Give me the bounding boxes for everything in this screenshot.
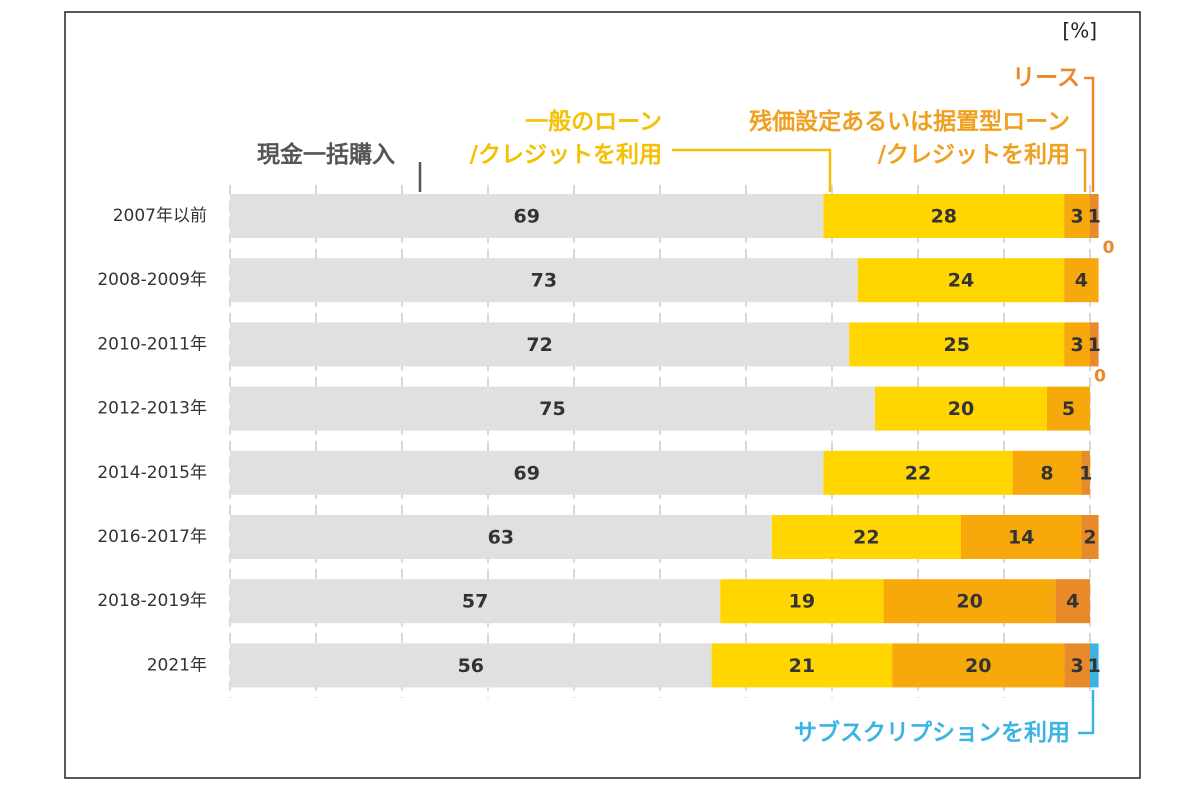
y-tick-label: 2008-2009年 — [97, 270, 207, 290]
bar-segment — [823, 194, 1065, 238]
legend-line: 一般のローン — [525, 108, 662, 135]
bar-segment — [849, 322, 1065, 367]
bar-segment — [1064, 258, 1099, 303]
legend-label: サブスクリプションを利用 — [794, 719, 1070, 746]
value-label: 1 — [1088, 206, 1101, 228]
legend-connector — [1078, 690, 1095, 735]
y-tick-label: 2010-2011年 — [97, 334, 207, 354]
value-label: 20 — [965, 655, 991, 677]
bar-segment — [771, 515, 961, 559]
value-label: 8 — [1040, 462, 1053, 484]
value-label: 25 — [943, 334, 969, 356]
value-label: 1 — [1088, 655, 1101, 677]
value-label: 22 — [905, 462, 931, 484]
legend-connector — [1084, 76, 1095, 192]
legend-label: リース — [1012, 65, 1080, 91]
legend-line: サブスクリプションを利用 — [794, 719, 1070, 746]
legend-label: 残価設定あるいは据置型ローン/クレジットを利用 — [749, 108, 1070, 168]
value-label: 63 — [488, 527, 514, 549]
value-label: 21 — [789, 655, 815, 677]
value-label: 4 — [1066, 591, 1079, 613]
bar-segment — [230, 643, 712, 688]
legend-label: 一般のローン/クレジットを利用 — [470, 108, 662, 168]
bar-segment — [230, 386, 875, 431]
legend-connector — [1076, 148, 1087, 192]
value-label: 3 — [1070, 206, 1083, 228]
legend-line: /クレジットを利用 — [878, 142, 1070, 168]
value-label: 14 — [1008, 527, 1034, 549]
bar-segment — [230, 515, 772, 559]
bar-segment — [1090, 322, 1099, 367]
bar-segment — [1090, 643, 1099, 688]
value-label: 28 — [931, 206, 957, 228]
bar-segment — [230, 258, 858, 303]
value-label: 69 — [513, 206, 539, 228]
value-label: 20 — [948, 398, 974, 420]
value-label: 57 — [462, 591, 488, 613]
bar-segment — [1064, 643, 1090, 688]
value-label: 0 — [1094, 367, 1106, 387]
bar-segment — [711, 643, 893, 688]
legend-label: 現金一括購入 — [257, 141, 395, 168]
y-tick-label: 2021年 — [147, 655, 207, 675]
bar-segment — [1090, 194, 1099, 238]
bar-segment — [230, 579, 721, 624]
value-label: 72 — [526, 334, 552, 356]
value-label: 19 — [789, 591, 815, 613]
value-label: 4 — [1075, 270, 1088, 292]
y-tick-label: 2007年以前 — [113, 206, 207, 226]
bar-segment — [1055, 579, 1090, 624]
bar-segment — [1012, 450, 1082, 495]
value-label: 2 — [1083, 527, 1096, 549]
value-label: 1 — [1079, 462, 1092, 484]
legend-line: /クレジットを利用 — [470, 142, 662, 168]
y-tick-label: 2018-2019年 — [97, 591, 207, 611]
value-label: 5 — [1062, 398, 1075, 420]
bar-segment — [230, 194, 824, 238]
bar-segment — [1047, 386, 1090, 431]
bar-segment — [1081, 515, 1099, 559]
bar-segment — [230, 450, 824, 495]
value-label: 75 — [539, 398, 565, 420]
value-label: 20 — [956, 591, 982, 613]
bar-segment — [892, 643, 1065, 688]
unit-label: [%] — [1062, 19, 1097, 43]
bar-segment — [875, 386, 1047, 431]
value-label: 73 — [531, 270, 557, 292]
value-label: 3 — [1070, 334, 1083, 356]
frame — [64, 11, 1141, 779]
value-label: 22 — [853, 527, 879, 549]
value-label: 0 — [1103, 238, 1115, 258]
bar-segment — [823, 450, 1013, 495]
value-label: 1 — [1088, 334, 1101, 356]
bar-segment — [1064, 322, 1090, 367]
bar-segment — [720, 579, 884, 624]
y-tick-label: 2012-2013年 — [97, 399, 207, 419]
legend-line: 現金一括購入 — [257, 141, 395, 168]
value-label: 69 — [513, 462, 539, 484]
bar-segment — [1064, 194, 1090, 238]
legend-line: 残価設定あるいは据置型ローン — [749, 108, 1070, 135]
bar-segment — [1081, 450, 1090, 495]
value-label: 3 — [1070, 655, 1083, 677]
bar-segment — [961, 515, 1082, 559]
legend-line: リース — [1012, 65, 1080, 91]
bar-segment — [857, 258, 1065, 303]
bar-segment — [230, 322, 850, 367]
value-label: 24 — [948, 270, 974, 292]
y-tick-label: 2014-2015年 — [97, 463, 207, 483]
y-tick-label: 2016-2017年 — [97, 527, 207, 547]
legend-connector — [672, 148, 832, 192]
value-label: 56 — [458, 655, 484, 677]
bar-segment — [883, 579, 1056, 624]
